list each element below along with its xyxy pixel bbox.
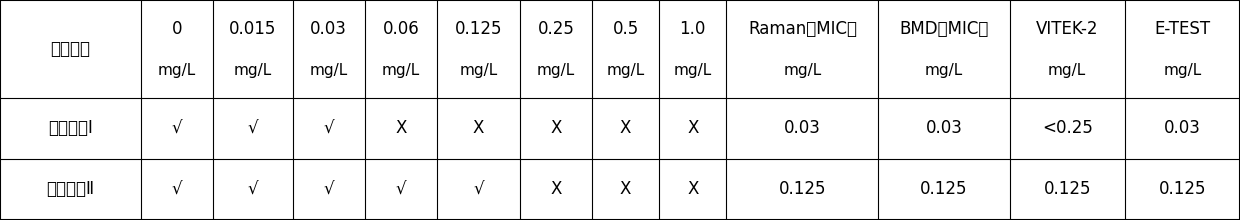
Text: X: X	[396, 119, 407, 137]
Text: mg/L: mg/L	[233, 63, 272, 78]
Text: √: √	[396, 180, 407, 198]
Text: √: √	[474, 180, 484, 198]
Text: 0: 0	[171, 20, 182, 38]
Text: 0.125: 0.125	[1043, 180, 1091, 198]
Text: E-TEST: E-TEST	[1154, 20, 1210, 38]
Text: mg/L: mg/L	[606, 63, 645, 78]
Text: √: √	[171, 180, 182, 198]
Text: X: X	[551, 119, 562, 137]
Text: X: X	[687, 180, 698, 198]
Text: X: X	[620, 180, 631, 198]
Text: 0.03: 0.03	[925, 119, 962, 137]
Text: mg/L: mg/L	[537, 63, 575, 78]
Text: √: √	[248, 119, 258, 137]
Text: mg/L: mg/L	[1048, 63, 1086, 78]
Text: mg/L: mg/L	[673, 63, 712, 78]
Text: mg/L: mg/L	[1163, 63, 1202, 78]
Text: 0.015: 0.015	[229, 20, 277, 38]
Text: 0.125: 0.125	[920, 180, 967, 198]
Text: 药物浓度: 药物浓度	[51, 40, 91, 58]
Text: 0.25: 0.25	[538, 20, 574, 38]
Text: 0.06: 0.06	[382, 20, 419, 38]
Text: X: X	[551, 180, 562, 198]
Text: X: X	[687, 119, 698, 137]
Text: <0.25: <0.25	[1042, 119, 1092, 137]
Text: √: √	[171, 119, 182, 137]
Text: 大肠杆菌Ⅱ: 大肠杆菌Ⅱ	[46, 180, 94, 198]
Text: 1.0: 1.0	[680, 20, 706, 38]
Text: VITEK-2: VITEK-2	[1035, 20, 1099, 38]
Text: X: X	[620, 119, 631, 137]
Text: mg/L: mg/L	[459, 63, 497, 78]
Text: √: √	[324, 119, 334, 137]
Text: 0.03: 0.03	[310, 20, 347, 38]
Text: Raman（MIC）: Raman（MIC）	[748, 20, 857, 38]
Text: 0.125: 0.125	[1158, 180, 1207, 198]
Text: 0.03: 0.03	[1164, 119, 1200, 137]
Text: 0.125: 0.125	[779, 180, 826, 198]
Text: X: X	[472, 119, 484, 137]
Text: 0.5: 0.5	[613, 20, 639, 38]
Text: mg/L: mg/L	[925, 63, 963, 78]
Text: √: √	[324, 180, 334, 198]
Text: mg/L: mg/L	[382, 63, 420, 78]
Text: √: √	[248, 180, 258, 198]
Text: BMD（MIC）: BMD（MIC）	[899, 20, 988, 38]
Text: mg/L: mg/L	[157, 63, 196, 78]
Text: 大肠杆菌Ⅰ: 大肠杆菌Ⅰ	[48, 119, 93, 137]
Text: 0.125: 0.125	[455, 20, 502, 38]
Text: mg/L: mg/L	[310, 63, 348, 78]
Text: mg/L: mg/L	[784, 63, 822, 78]
Text: 0.03: 0.03	[784, 119, 821, 137]
